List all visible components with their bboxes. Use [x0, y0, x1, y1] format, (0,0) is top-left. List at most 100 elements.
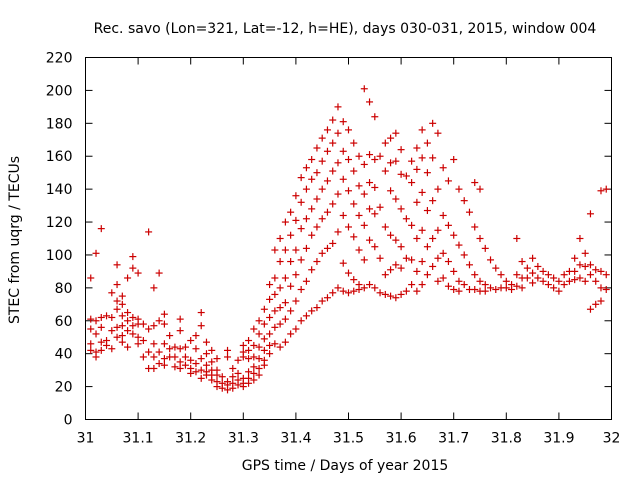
data-point — [439, 249, 447, 257]
data-point — [581, 249, 589, 257]
data-point — [302, 215, 310, 223]
data-point — [134, 333, 142, 341]
data-point — [560, 281, 568, 289]
data-point — [571, 267, 579, 275]
data-point — [271, 274, 279, 282]
data-point — [129, 322, 137, 330]
y-tick-label: 0 — [64, 413, 73, 429]
data-point — [302, 164, 310, 172]
data-point — [366, 236, 374, 244]
x-tick-label: 31.9 — [543, 431, 574, 447]
data-point — [176, 327, 184, 335]
data-point — [534, 262, 542, 270]
data-point — [155, 360, 163, 368]
data-point — [92, 249, 100, 257]
data-point — [113, 281, 121, 289]
data-point — [124, 274, 132, 282]
data-point — [250, 341, 258, 349]
data-point — [118, 312, 126, 320]
data-point — [444, 221, 452, 229]
data-point — [387, 159, 395, 167]
data-point — [476, 235, 484, 242]
data-point — [471, 286, 479, 294]
data-point — [392, 294, 400, 302]
data-point — [276, 320, 284, 328]
y-tick-label: 20 — [55, 380, 73, 396]
x-axis-label: GPS time / Days of year 2015 — [242, 458, 449, 474]
data-point — [376, 152, 384, 160]
data-point — [439, 164, 447, 172]
data-point — [281, 299, 289, 307]
data-point — [392, 236, 400, 244]
data-point — [260, 335, 268, 343]
data-point — [523, 264, 531, 272]
data-point — [197, 309, 205, 317]
data-point — [429, 262, 437, 270]
data-point — [434, 254, 442, 262]
data-point — [192, 332, 200, 340]
data-point — [124, 317, 132, 325]
data-point — [302, 277, 310, 285]
data-point — [339, 175, 347, 183]
data-point — [250, 376, 258, 384]
data-point — [323, 177, 331, 185]
data-point — [229, 384, 237, 392]
data-point — [586, 261, 594, 269]
data-point — [281, 218, 289, 226]
data-point — [329, 200, 337, 208]
data-point — [408, 281, 416, 289]
data-point — [287, 208, 295, 216]
data-point — [392, 195, 400, 203]
data-point — [360, 160, 368, 168]
data-point — [345, 269, 352, 277]
data-point — [97, 313, 105, 321]
data-point — [565, 277, 573, 285]
data-point — [250, 353, 258, 361]
data-point — [255, 364, 263, 372]
data-point — [224, 346, 232, 354]
data-point — [297, 174, 305, 182]
data-point — [408, 157, 416, 165]
y-tick-label: 60 — [55, 314, 73, 330]
data-point — [465, 261, 473, 269]
y-tick-label: 80 — [55, 281, 73, 297]
data-point — [360, 221, 368, 229]
data-point — [544, 281, 552, 289]
data-point — [345, 156, 352, 164]
data-point — [397, 264, 405, 272]
data-point — [334, 284, 342, 292]
data-point — [513, 282, 521, 290]
data-point — [208, 358, 216, 366]
data-point — [197, 322, 205, 330]
data-point — [366, 151, 374, 159]
plot-frame — [85, 57, 612, 420]
data-point — [87, 274, 95, 282]
data-point — [397, 243, 405, 251]
data-point — [350, 276, 358, 284]
data-point — [418, 188, 426, 196]
data-point — [97, 225, 105, 233]
x-tick-label: 31.7 — [438, 431, 469, 447]
data-point — [281, 315, 289, 323]
data-point — [297, 198, 305, 206]
data-point — [339, 211, 347, 219]
data-point — [418, 154, 426, 162]
data-point — [323, 126, 331, 134]
data-point — [576, 274, 584, 282]
data-point — [444, 258, 452, 266]
data-point — [92, 330, 100, 338]
data-point — [92, 317, 100, 325]
data-point — [308, 307, 316, 315]
data-point — [602, 271, 610, 279]
data-point — [381, 271, 389, 279]
data-point — [408, 221, 416, 229]
data-point — [392, 261, 400, 269]
data-point — [586, 210, 594, 218]
data-point — [518, 258, 526, 266]
data-point — [397, 205, 405, 213]
data-point — [376, 289, 384, 297]
data-point — [192, 345, 200, 353]
y-tick-label: 120 — [46, 215, 73, 231]
data-point — [334, 103, 342, 111]
